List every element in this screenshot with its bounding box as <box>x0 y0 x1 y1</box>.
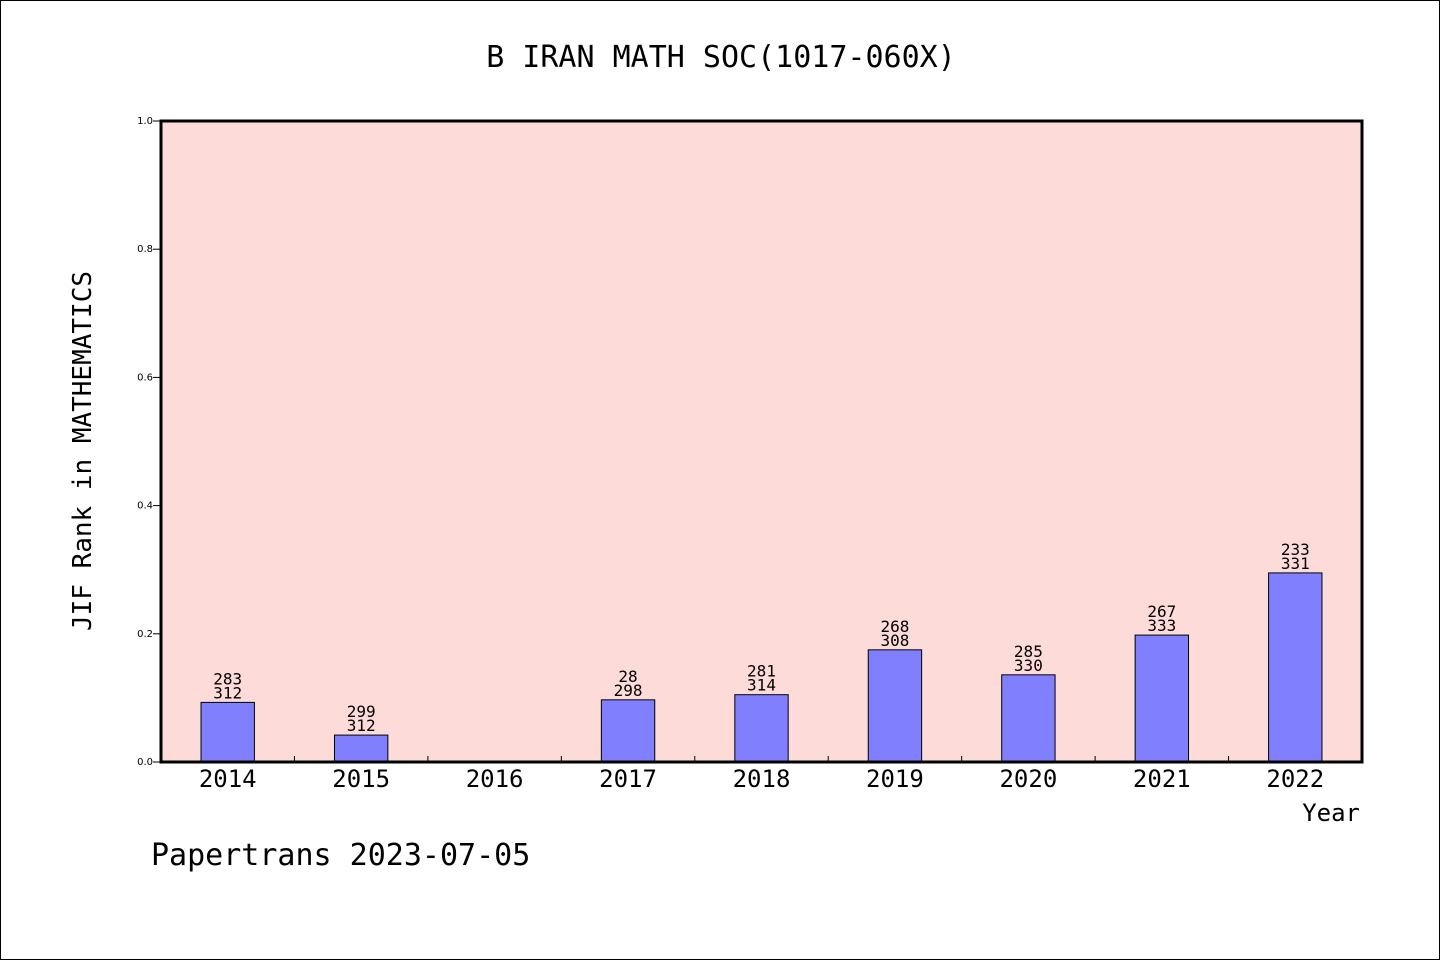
x-tick-label: 2017 <box>599 765 657 793</box>
y-tick-label: 0.8 <box>137 244 153 255</box>
bar-label-rank: 299 <box>347 702 376 721</box>
bar-label-total: 330 <box>1014 656 1043 675</box>
bar-2022 <box>1268 572 1323 763</box>
y-tick-label: 1.0 <box>137 116 153 127</box>
bar-label-rank: 268 <box>880 617 909 636</box>
x-tick-label: 2020 <box>999 765 1057 793</box>
bar-label-rank: 285 <box>1014 642 1043 661</box>
bar-label-rank: 281 <box>747 662 776 681</box>
x-tick-label: 2014 <box>199 765 257 793</box>
bars-group: 2833122993122829828131426830828533026733… <box>200 540 1323 763</box>
bar-label-rank: 267 <box>1147 602 1176 621</box>
y-tick-label: 0.4 <box>137 501 153 512</box>
x-tick-label: 2018 <box>733 765 791 793</box>
x-tick-label: 2022 <box>1266 765 1324 793</box>
bar-2018 <box>734 694 789 763</box>
ticks-group: 0.0 0.2 0.4 0.6 0.8 1.0 2014 2015 2016 2017 2018 20… <box>137 116 1324 793</box>
bar-2015 <box>333 734 389 763</box>
y-tick-label: 0.6 <box>137 372 153 383</box>
bar-label-total: 312 <box>347 716 376 735</box>
bar-label-total: 308 <box>880 631 909 650</box>
y-tick-label: 0.0 <box>137 757 153 768</box>
x-axis-label: Year <box>1302 799 1360 827</box>
bar-2019 <box>867 649 923 763</box>
bar-2014 <box>200 701 255 763</box>
bar-label-total: 298 <box>614 681 643 700</box>
x-tick-label: 2021 <box>1133 765 1191 793</box>
bar-2021 <box>1134 634 1190 763</box>
bar-label-total: 331 <box>1281 554 1310 573</box>
bar-label-total: 312 <box>213 683 242 702</box>
plot-border <box>159 119 1364 764</box>
bar-label-total: 333 <box>1147 616 1176 635</box>
footer-text: Papertrans 2023-07-05 <box>151 838 530 873</box>
x-tick-label: 2019 <box>866 765 924 793</box>
chart-title: B IRAN MATH SOC(1017-060X) <box>486 40 956 75</box>
bar-label-rank: 28 <box>618 667 637 686</box>
bar-label-rank: 233 <box>1281 540 1310 559</box>
bar-label-total: 314 <box>747 676 776 695</box>
y-axis-label: JIF Rank in MATHEMATICS <box>68 271 98 631</box>
x-tick-label: 2016 <box>466 765 524 793</box>
y-tick-label: 0.2 <box>137 629 153 640</box>
bar-label-rank: 283 <box>213 669 242 688</box>
bar-2020 <box>1001 674 1056 763</box>
x-tick-label: 2015 <box>332 765 390 793</box>
bar-2017 <box>600 699 656 763</box>
